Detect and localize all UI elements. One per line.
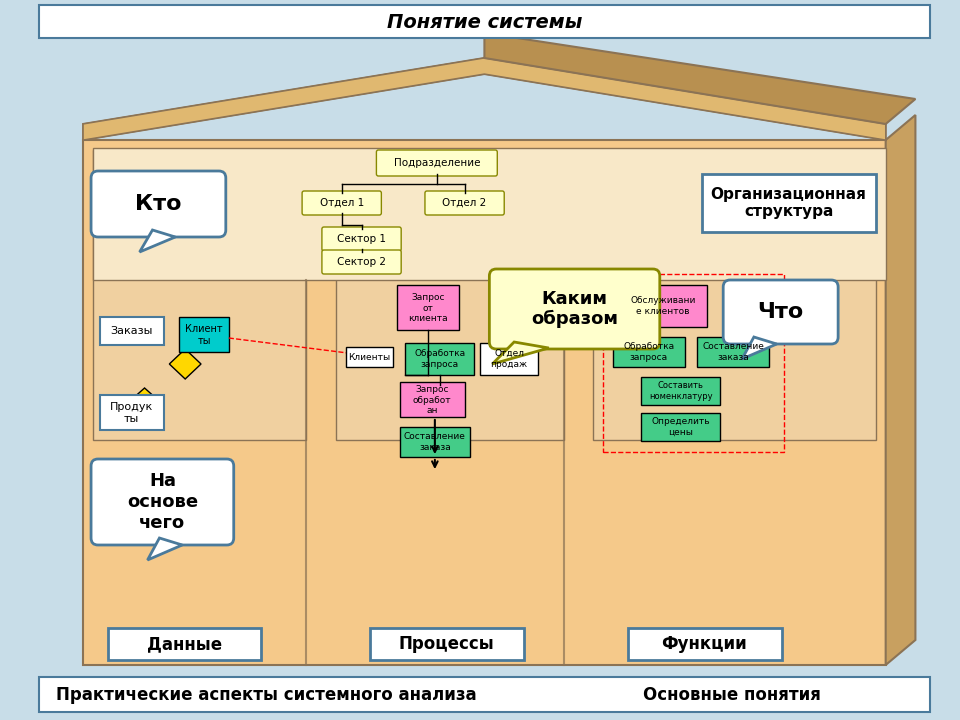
Text: Составление
заказа: Составление заказа <box>404 432 466 451</box>
FancyBboxPatch shape <box>400 427 469 457</box>
Polygon shape <box>84 140 886 665</box>
FancyBboxPatch shape <box>302 191 381 215</box>
Text: Запрос
от
клиента: Запрос от клиента <box>408 293 447 323</box>
Polygon shape <box>148 538 182 560</box>
Text: Подразделение: Подразделение <box>394 158 480 168</box>
FancyBboxPatch shape <box>641 413 720 441</box>
Text: Процессы: Процессы <box>399 635 494 653</box>
Text: Определить
цены: Определить цены <box>651 418 709 437</box>
Text: Практические аспекты системного анализа: Практические аспекты системного анализа <box>56 686 477 704</box>
FancyBboxPatch shape <box>91 459 233 545</box>
FancyBboxPatch shape <box>480 343 538 375</box>
FancyBboxPatch shape <box>400 382 465 417</box>
Text: Данные: Данные <box>147 635 222 653</box>
FancyBboxPatch shape <box>322 227 401 251</box>
Text: Каким
образом: Каким образом <box>531 289 618 328</box>
FancyBboxPatch shape <box>38 5 930 38</box>
Text: Понятие системы: Понятие системы <box>387 12 582 32</box>
Text: Сектор 1: Сектор 1 <box>337 234 386 244</box>
Text: Кто: Кто <box>135 194 181 214</box>
FancyBboxPatch shape <box>641 377 720 405</box>
Polygon shape <box>485 58 886 140</box>
Text: Организационная
структура: Организационная структура <box>710 186 867 219</box>
FancyBboxPatch shape <box>697 337 769 367</box>
FancyBboxPatch shape <box>490 269 660 349</box>
Text: Функции: Функции <box>661 635 747 653</box>
FancyBboxPatch shape <box>397 285 459 330</box>
Text: Обслуживани
е клиентов: Обслуживани е клиентов <box>630 297 695 315</box>
FancyBboxPatch shape <box>703 174 876 232</box>
FancyBboxPatch shape <box>93 148 886 280</box>
FancyBboxPatch shape <box>100 317 164 345</box>
Text: Обработка
запроса: Обработка запроса <box>415 349 466 369</box>
Text: Составить
номенклатуру: Составить номенклатуру <box>649 382 712 401</box>
FancyBboxPatch shape <box>628 628 781 660</box>
Text: Продук
ты: Продук ты <box>110 402 154 424</box>
Polygon shape <box>886 115 916 665</box>
Polygon shape <box>128 388 161 418</box>
FancyBboxPatch shape <box>346 347 394 367</box>
Text: Составление
заказа: Составление заказа <box>702 342 764 361</box>
FancyBboxPatch shape <box>180 317 228 352</box>
FancyBboxPatch shape <box>93 150 306 440</box>
FancyBboxPatch shape <box>336 150 564 440</box>
Polygon shape <box>742 337 777 359</box>
FancyBboxPatch shape <box>91 171 226 237</box>
FancyBboxPatch shape <box>405 343 474 375</box>
Text: Отдел
продаж: Отдел продаж <box>491 349 528 369</box>
Polygon shape <box>485 33 916 124</box>
FancyBboxPatch shape <box>618 285 708 327</box>
Text: Обработка
запроса: Обработка запроса <box>623 342 675 361</box>
Text: Основные понятия: Основные понятия <box>643 686 821 704</box>
Polygon shape <box>139 230 176 252</box>
Polygon shape <box>169 349 201 379</box>
Polygon shape <box>84 58 886 140</box>
Text: Клиент
ты: Клиент ты <box>185 324 223 346</box>
Text: Клиенты: Клиенты <box>348 353 391 361</box>
Text: На
основе
чего: На основе чего <box>127 472 198 532</box>
FancyBboxPatch shape <box>723 280 838 344</box>
FancyBboxPatch shape <box>108 628 261 660</box>
FancyBboxPatch shape <box>100 395 164 430</box>
Polygon shape <box>84 58 485 140</box>
FancyBboxPatch shape <box>371 628 524 660</box>
FancyBboxPatch shape <box>322 250 401 274</box>
FancyBboxPatch shape <box>376 150 497 176</box>
Text: Что: Что <box>757 302 804 322</box>
FancyBboxPatch shape <box>593 150 876 440</box>
Text: Отдел 1: Отдел 1 <box>320 198 364 208</box>
FancyBboxPatch shape <box>425 191 504 215</box>
Polygon shape <box>492 342 549 364</box>
Text: Сектор 2: Сектор 2 <box>337 257 386 267</box>
FancyBboxPatch shape <box>38 677 930 712</box>
Text: Отдел 2: Отдел 2 <box>443 198 487 208</box>
Text: Запрос
обработ
ан: Запрос обработ ан <box>413 385 451 415</box>
Text: Заказы: Заказы <box>110 326 153 336</box>
FancyBboxPatch shape <box>613 337 684 367</box>
